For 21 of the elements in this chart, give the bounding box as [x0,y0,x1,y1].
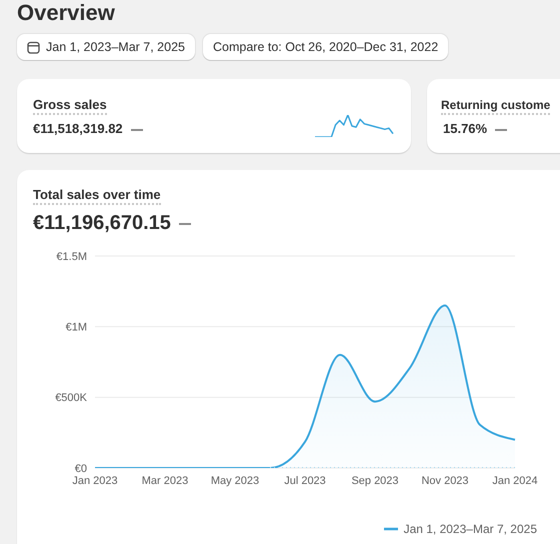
text: Returning custome [441,98,550,115]
text: Jan 1, 2023–Mar 7, 2025 [46,40,185,54]
text: Overview [17,0,115,26]
chart-subtitle: €11,196,670.15 [33,212,172,235]
y-tick-label: €1M [66,322,87,334]
x-tick-label: May 2023 [210,474,260,487]
y-tick-label: €0 [74,462,87,475]
chart-title: Total sales over time [33,187,161,205]
x-tick-label: Mar 2023 [142,474,188,487]
x-tick-label: Jul 2023 [284,474,326,487]
y-tick-label: €500K [55,392,88,404]
legend-label: Jan 1, 2023–Mar 7, 2025 [404,522,537,536]
text: Compare to: Oct 26, 2020–Dec 31, 2022 [213,40,438,54]
text: 15.76% [443,121,488,136]
text: €11,518,319.82 [33,121,124,136]
x-tick-label: Nov 2023 [421,474,469,487]
x-tick-label: Jan 2024 [492,474,538,487]
text: Gross sales [33,97,107,115]
x-tick-label: Jan 2023 [72,474,118,487]
y-tick-label: €1.5M [56,250,87,263]
x-tick-label: Sep 2023 [351,474,399,487]
